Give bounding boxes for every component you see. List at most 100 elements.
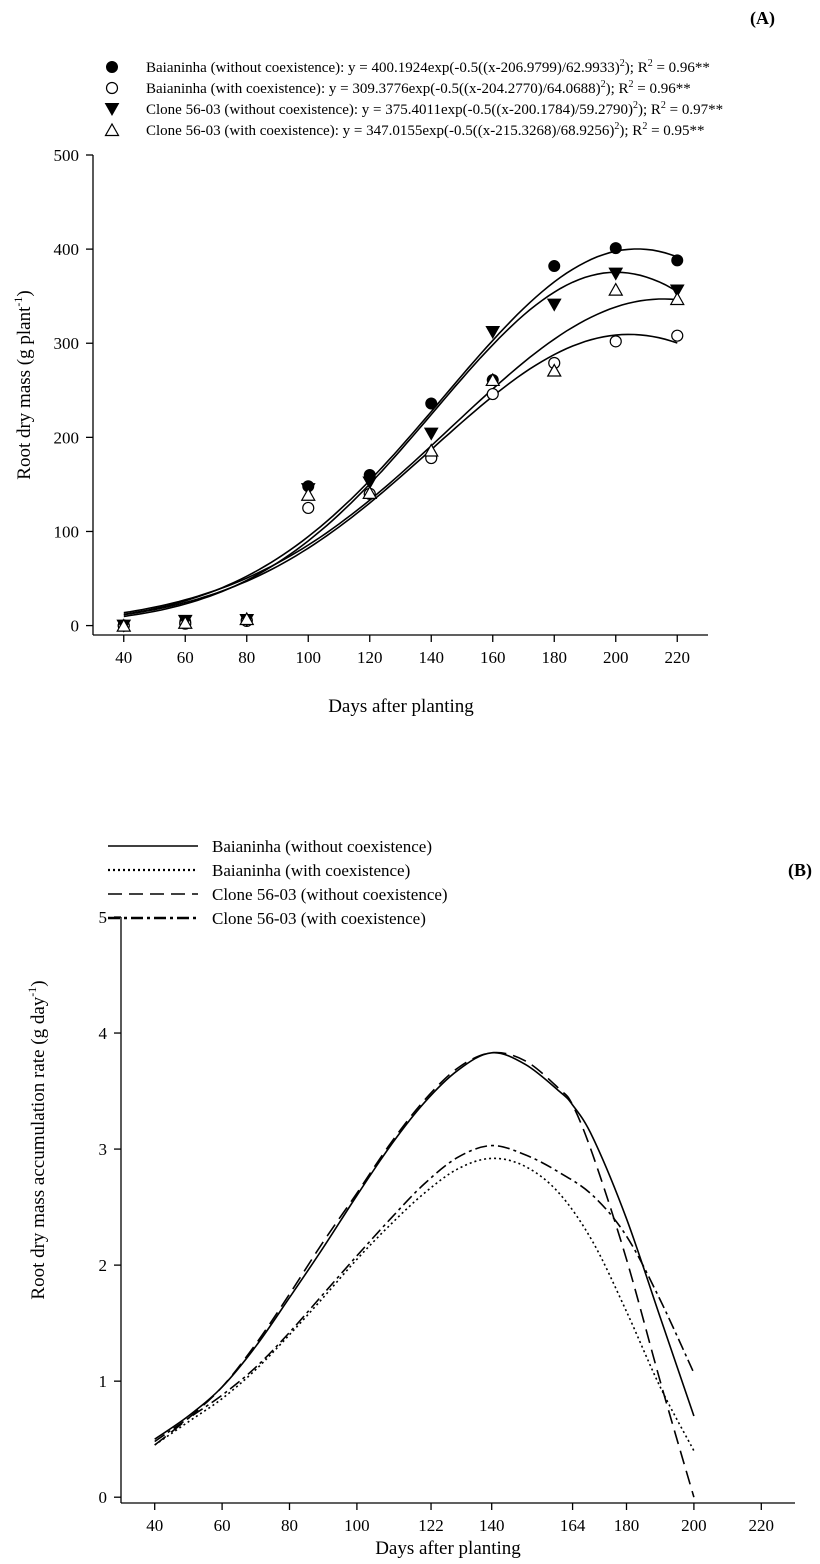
panel-a-legend-superscript: 2	[614, 121, 619, 132]
panel-b-legend-label-3: Clone 56-03 (without coexistence)	[212, 885, 448, 904]
panel-a-legend-colon: :	[321, 81, 329, 97]
panel-a-y-tick-label: 400	[54, 240, 80, 259]
panel-a-point-s3	[485, 325, 501, 339]
panel-a-point-s4	[485, 372, 501, 387]
panel-a-point-s4	[177, 615, 193, 629]
panel-a-legend-name: Clone 56-03 (without coexistence)	[146, 102, 354, 118]
panel-a-point-s3	[669, 284, 685, 298]
panel-b-series-line-1	[154, 1051, 695, 1440]
panel-a-point-s4	[362, 485, 378, 499]
panel-a-point-s2	[486, 387, 499, 401]
panel-a-point-s1	[609, 242, 622, 255]
panel-a-legend-superscript: 2	[661, 100, 666, 111]
panel-a-fit-line-1	[123, 248, 678, 616]
panel-a-legend-superscript: 2	[601, 79, 606, 90]
panel-b-x-axis-title: Days after planting	[375, 1538, 521, 1559]
panel-a-legend-r2: = 0.96**	[653, 60, 710, 76]
panel-a-point-s4	[300, 487, 316, 501]
panel-a-point-s2	[609, 335, 622, 348]
panel-a-x-tick-label: 60	[177, 648, 194, 667]
panel-a-legend-marker-2	[105, 81, 119, 95]
panel-b-y-tick-label: 0	[99, 1488, 108, 1507]
panel-b-x-tick-label: 140	[479, 1516, 505, 1535]
panel-a-point-s3	[362, 476, 378, 490]
panel-a-point-s2	[302, 501, 315, 515]
panel-b-legend-label-2: Baianinha (with coexistence)	[212, 861, 410, 880]
panel-a-legend-entry-4: Clone 56-03 (with coexistence): y = 347.…	[146, 121, 705, 139]
panel-a-y-axis-title: Root dry mass (g plant-1)	[11, 290, 35, 479]
panel-a-x-tick-label: 120	[357, 648, 383, 667]
panel-b-x-tick-label: 122	[418, 1516, 444, 1535]
panel-a-legend-superscript: 2	[629, 79, 634, 90]
panel-b-label: (B)	[788, 860, 812, 881]
panel-b: (B) Baianinha (without coexistence)Baian…	[25, 837, 812, 1559]
panel-a-x-tick-label: 200	[603, 648, 629, 667]
panel-a-legend: Baianinha (without coexistence): y = 400…	[104, 58, 723, 139]
panel-b-y-tick-label: 3	[99, 1140, 108, 1159]
panel-a-legend-entry-2: Baianinha (with coexistence): y = 309.37…	[146, 79, 691, 97]
panel-b-legend: Baianinha (without coexistence) Baianinha…	[108, 837, 448, 928]
panel-a-point-s4	[116, 618, 132, 632]
panel-a-legend-r2: = 0.97**	[666, 102, 723, 118]
panel-a-y-tick-label: 200	[54, 428, 80, 447]
panel-a-point-s4	[546, 363, 562, 377]
panel-a-x-tick-label: 140	[419, 648, 445, 667]
panel-a-point-s1	[671, 254, 684, 267]
panel-a-x-tick-label: 220	[665, 648, 691, 667]
panel-a-y-tick-label: 100	[54, 522, 80, 541]
panel-a-x-tick-label: 180	[542, 648, 568, 667]
panel-a-x-tick-label: 40	[115, 648, 132, 667]
panel-b-x-tick-label: 164	[560, 1516, 586, 1535]
panel-a-point-s3	[546, 298, 562, 312]
panel-a-point-s3	[423, 427, 439, 441]
panel-a-x-axis-title: Days after planting	[328, 696, 474, 717]
panel-a-fit-line-3	[123, 271, 678, 618]
panel-b-series-line-4	[154, 1144, 695, 1443]
panel-a-legend-equation-tail: ); R	[625, 60, 648, 76]
panel-b-x-tick-label: 200	[681, 1516, 707, 1535]
panel-a-legend-r2: = 0.95**	[647, 123, 704, 139]
panel-a-legend-superscript: 2	[633, 100, 638, 111]
panel-a-label: (A)	[750, 8, 775, 29]
panel-a-y-tick-label: 300	[54, 334, 80, 353]
panel-a-legend-equation-tail: ); R	[606, 81, 629, 97]
panel-b-plot: 40 60 80 100 122 140 164 180 200 220 0 1 2 3 4 5	[99, 908, 795, 1535]
panel-a-fit-line-4	[123, 298, 678, 614]
panel-a-legend-equation: y = 347.0155exp(-0.5((x-215.3268)/68.925…	[343, 123, 615, 139]
panel-b-y-tick-label: 2	[99, 1256, 108, 1275]
panel-a-x-tick-label: 100	[296, 648, 322, 667]
panel-a-point-s3	[608, 267, 624, 281]
panel-a-x-tick-label: 160	[480, 648, 506, 667]
panel-a-legend-colon: :	[354, 102, 362, 118]
panel-a-point-s1	[548, 260, 561, 273]
panel-b-legend-label-4: Clone 56-03 (with coexistence)	[212, 909, 426, 928]
panel-b-y-axis-title: Root dry mass accumulation rate (g day-1…	[25, 980, 49, 1299]
panel-a-point-s1	[425, 397, 438, 410]
panel-b-x-tick-label: 60	[214, 1516, 231, 1535]
panel-a-point-s4	[608, 282, 624, 296]
panel-a-legend-colon: :	[340, 60, 348, 76]
panel-a-legend-name: Clone 56-03 (with coexistence)	[146, 123, 335, 139]
panel-a-legend-name: Baianinha (without coexistence)	[146, 60, 340, 76]
panel-a-legend-r2: = 0.96**	[634, 81, 691, 97]
panel-b-y-tick-label: 1	[99, 1372, 108, 1391]
panel-b-x-tick-label: 100	[344, 1516, 370, 1535]
panel-a-legend-marker-1	[106, 61, 118, 73]
panel-a-plot: 40 60 80 100 120 140 160 180 200 220 0 100 200 300 400…	[54, 146, 708, 667]
panel-a-legend-superscript: 2	[642, 121, 647, 132]
panel-a-legend-equation: y = 400.1924exp(-0.5((x-206.9799)/62.993…	[348, 60, 620, 76]
panel-a-legend-equation-tail: ); R	[638, 102, 661, 118]
panel-a-legend-marker-4	[104, 122, 120, 137]
panel-b-y-tick-label: 4	[99, 1024, 108, 1043]
panel-a-legend-equation-tail: ); R	[619, 123, 642, 139]
panel-a-point-s4	[669, 291, 685, 306]
panel-a-legend-colon: :	[335, 123, 343, 139]
panel-a-legend-entry-1: Baianinha (without coexistence): y = 400…	[146, 58, 710, 76]
panel-a-legend-equation: y = 309.3776exp(-0.5((x-204.2770)/64.068…	[329, 81, 601, 97]
panel-b-series-line-3	[154, 1051, 695, 1498]
panel-a-point-s4	[239, 611, 255, 626]
panel-a-x-tick-label: 80	[238, 648, 255, 667]
panel-a-point-s4	[423, 443, 439, 457]
panel-a-legend-equation: y = 375.4011exp(-0.5((x-200.1784)/59.279…	[362, 102, 633, 118]
